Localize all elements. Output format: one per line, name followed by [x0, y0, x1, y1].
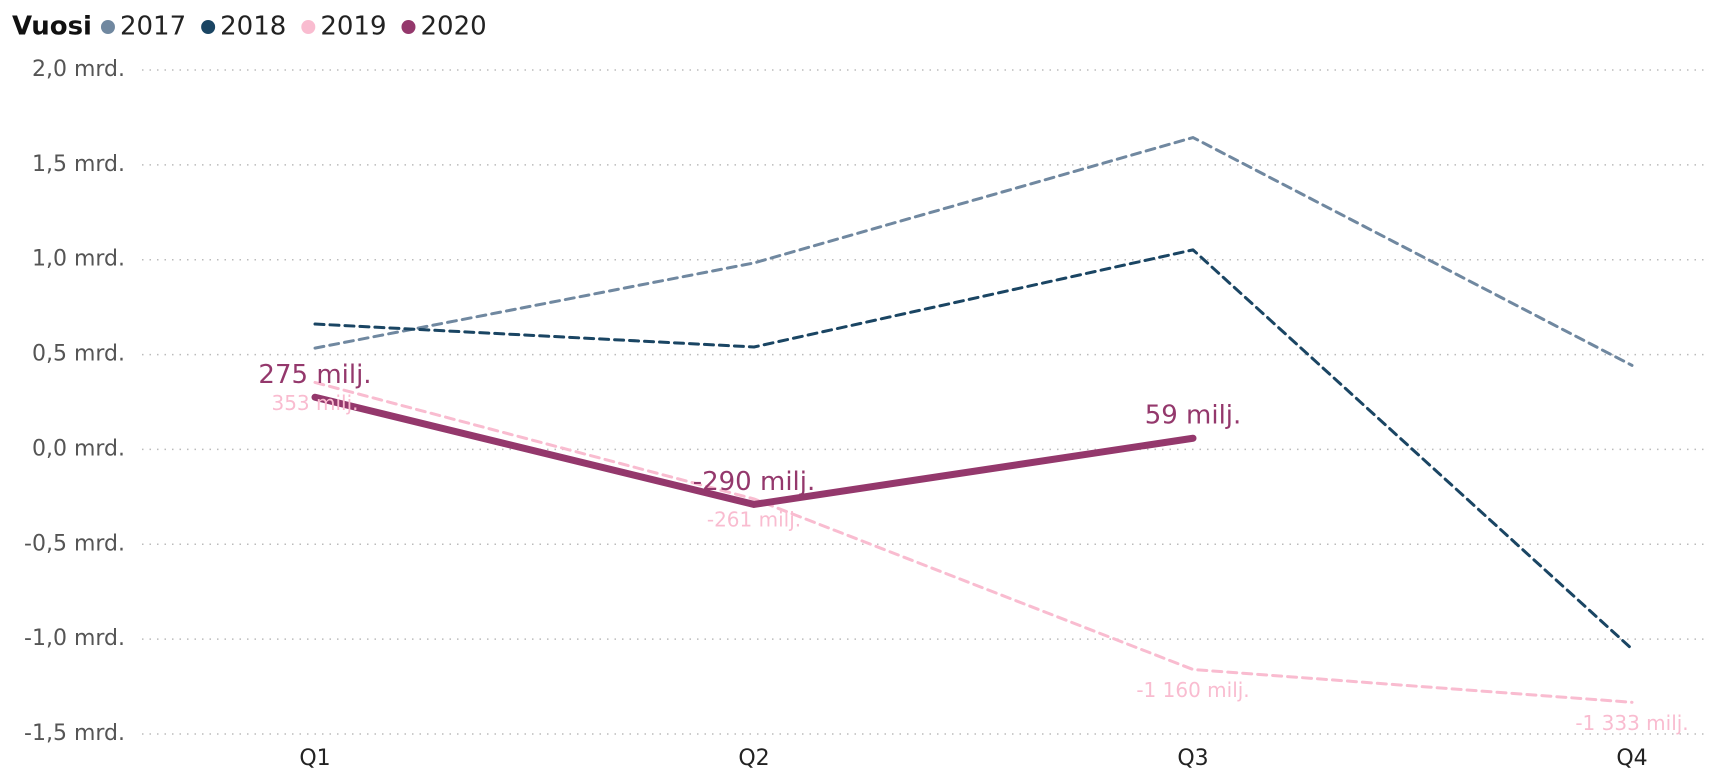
x-tick-label: Q2 — [738, 746, 769, 771]
y-tick-label: -0,5 mrd. — [24, 531, 125, 556]
y-tick-label: 1,0 mrd. — [32, 247, 125, 272]
series-line — [311, 393, 1197, 508]
legend-marker — [201, 20, 216, 34]
y-tick-label: 1,5 mrd. — [32, 152, 125, 177]
legend-title: Vuosi — [12, 12, 92, 42]
data-label: 353 milj. — [271, 391, 358, 415]
data-label: -1 160 milj. — [1136, 678, 1249, 702]
y-tick-label: 0,0 mrd. — [32, 436, 125, 461]
legend-label: 2017 — [120, 12, 186, 42]
x-tick-label: Q3 — [1177, 746, 1208, 771]
x-tick-label: Q4 — [1616, 746, 1647, 771]
legend-marker — [401, 20, 416, 34]
series-line — [313, 136, 1634, 367]
y-tick-label: 2,0 mrd. — [32, 57, 125, 82]
y-tick-label: -1,5 mrd. — [24, 721, 125, 746]
legend-label: 2018 — [220, 12, 286, 42]
y-tick-label: 0,5 mrd. — [32, 342, 125, 367]
legend-label: 2020 — [420, 12, 486, 42]
legend-marker — [100, 20, 115, 34]
data-label: 275 milj. — [258, 360, 371, 390]
y-tick-label: -1,0 mrd. — [24, 626, 125, 651]
x-tick-label: Q1 — [299, 746, 330, 771]
data-label: -1 333 milj. — [1575, 711, 1688, 735]
data-label: -290 milj. — [693, 467, 816, 497]
data-label: 59 milj. — [1145, 401, 1242, 431]
legend-marker — [301, 20, 316, 34]
series-line — [313, 248, 1634, 651]
legend-label: 2019 — [320, 12, 386, 42]
data-label: -261 milj. — [707, 507, 801, 531]
series-line — [313, 380, 1634, 704]
